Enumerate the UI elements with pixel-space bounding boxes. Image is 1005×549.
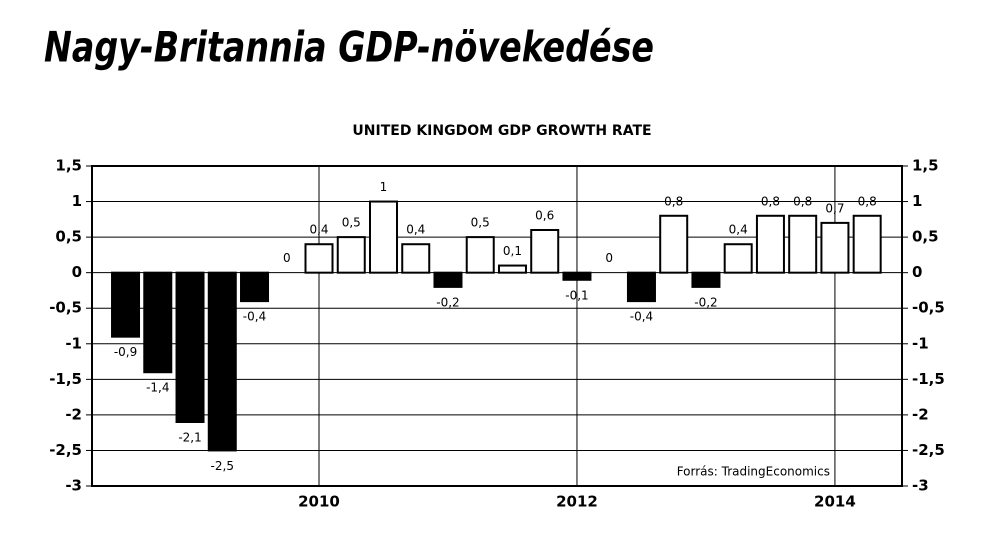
- value-label: -1,4: [146, 381, 169, 395]
- y2-tick-label: -1: [912, 334, 929, 352]
- bar: [497, 264, 527, 274]
- value-label: -0,4: [243, 310, 266, 324]
- x-tick-label: 2012: [556, 493, 598, 511]
- y-tick-label: -1,5: [49, 370, 82, 388]
- bar: [207, 271, 237, 452]
- y2-tick-label: -2,5: [912, 441, 945, 459]
- bar: [240, 271, 270, 303]
- value-label: 0: [283, 251, 291, 265]
- value-label: 0,7: [825, 201, 844, 215]
- chart-subtitle: UNITED KINGDOM GDP GROWTH RATE: [352, 123, 651, 139]
- bar: [755, 214, 785, 274]
- source: Forrás: TradingEconomics: [677, 465, 830, 479]
- bar: [530, 229, 560, 274]
- plot-frame: [91, 165, 903, 487]
- y-tick-label: -0,5: [49, 299, 82, 317]
- y-tick-label: 1,5: [55, 157, 82, 175]
- bar: [626, 271, 656, 303]
- bar: [175, 271, 205, 423]
- y2-tick-label: -1,5: [912, 370, 945, 388]
- value-label: -2,5: [211, 459, 234, 473]
- y2-tick-label: 0: [912, 263, 922, 281]
- bar: [852, 214, 882, 274]
- bar: [304, 243, 334, 274]
- value-label: -2,1: [178, 431, 201, 445]
- value-label: -0,9: [114, 345, 137, 359]
- bar: [433, 271, 463, 288]
- value-label: 0,5: [342, 216, 361, 230]
- x-tick-label: 2014: [814, 493, 856, 511]
- bar: [659, 214, 689, 274]
- value-label: 1: [380, 180, 388, 194]
- y-tick-label: -3: [65, 477, 82, 495]
- value-label: 0,5: [471, 216, 490, 230]
- x-tick-label: 2010: [298, 493, 340, 511]
- y2-tick-label: 1,5: [912, 157, 939, 175]
- y2-tick-label: 0,5: [912, 228, 939, 246]
- bar: [691, 271, 721, 288]
- value-label: 0,8: [664, 194, 683, 208]
- value-label: 0,1: [503, 244, 522, 258]
- value-label: 0,6: [535, 209, 554, 223]
- y-tick-label: 0,5: [55, 228, 82, 246]
- y-tick-label: 0: [72, 263, 82, 281]
- chart-title: Nagy-Britannia GDP-növekedése: [44, 23, 654, 72]
- bar: [788, 214, 818, 274]
- value-label: 0,8: [858, 194, 877, 208]
- y-tick-label: -2,5: [49, 441, 82, 459]
- y2-tick-label: -3: [912, 477, 929, 495]
- value-label: 0,4: [406, 223, 425, 237]
- value-label: 0,8: [761, 194, 780, 208]
- value-label: -0,2: [436, 295, 459, 309]
- y-tick-label: 1: [72, 192, 82, 210]
- value-label: 0,4: [309, 223, 328, 237]
- bar: [401, 243, 431, 274]
- y2-tick-label: -0,5: [912, 299, 945, 317]
- value-label: -0,1: [565, 288, 588, 302]
- value-label: 0: [605, 251, 613, 265]
- bar: [368, 200, 398, 274]
- y-tick-label: -2: [65, 405, 82, 423]
- bar: [465, 236, 495, 274]
- value-label: -0,2: [694, 295, 717, 309]
- y2-tick-label: 1: [912, 192, 922, 210]
- bar: [562, 271, 592, 281]
- value-label: 0,8: [793, 194, 812, 208]
- bar: [143, 271, 173, 374]
- y2-tick-label: -2: [912, 405, 929, 423]
- value-label: 0,4: [729, 223, 748, 237]
- bar: [820, 221, 850, 274]
- value-label: -0,4: [630, 310, 653, 324]
- bar: [111, 271, 141, 338]
- bar: [723, 243, 753, 274]
- bar: [336, 236, 366, 274]
- y-tick-label: -1: [65, 334, 82, 352]
